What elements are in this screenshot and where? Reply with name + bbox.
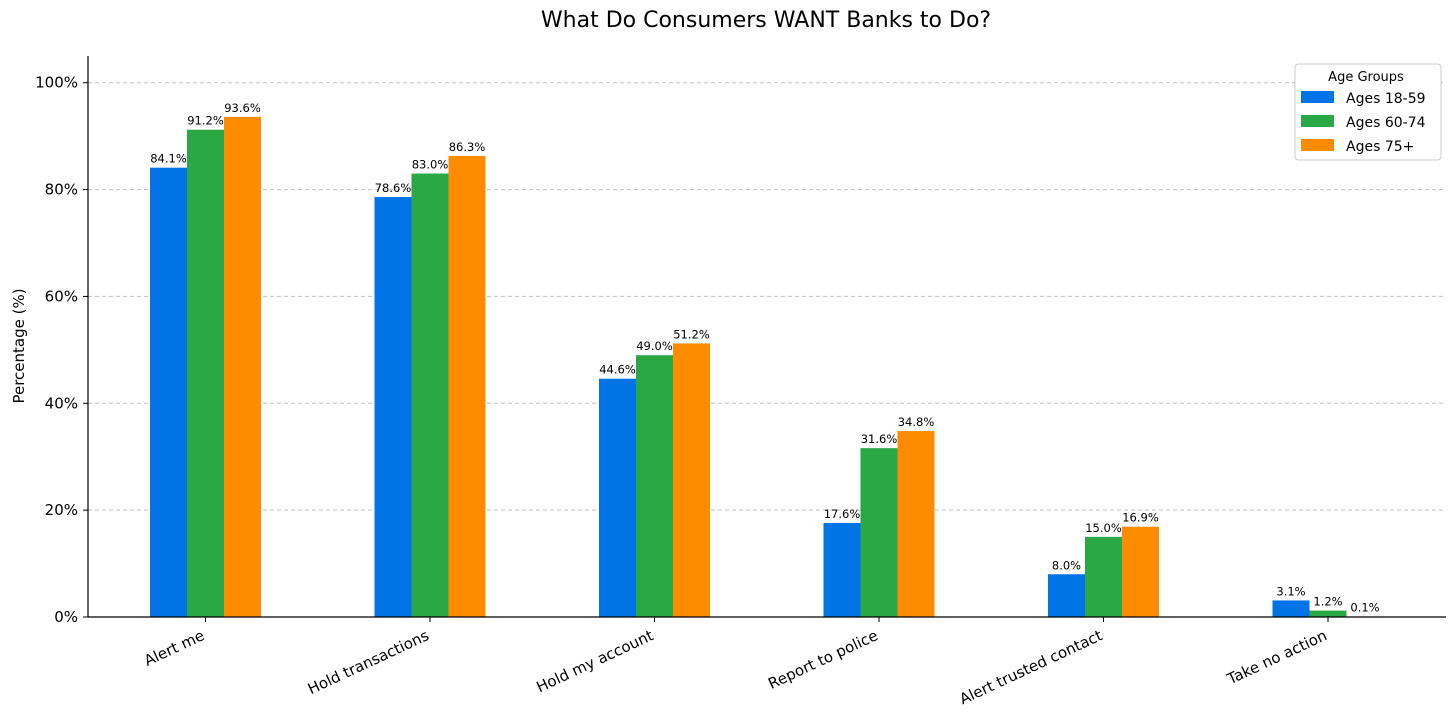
- bar-value-label: 86.3%: [449, 140, 486, 154]
- bar-3-2: [448, 155, 486, 617]
- legend-frame: [1294, 63, 1442, 161]
- bar-value-label: 8.0%: [1052, 558, 1081, 572]
- bar-2-3: [636, 355, 673, 617]
- bar-2-1: [187, 129, 224, 617]
- bar-value-label: 78.6%: [375, 181, 412, 195]
- legend-swatch: [1301, 91, 1334, 103]
- legend-label: Ages 60-74: [1346, 115, 1426, 131]
- bar-1-5: [1048, 574, 1085, 617]
- bar-3-4: [897, 431, 935, 617]
- y-tick-label: 0%: [54, 608, 78, 626]
- bar-value-label: 34.8%: [898, 415, 935, 429]
- y-tick-label: 60%: [45, 287, 78, 305]
- bar-2-5: [1085, 536, 1122, 617]
- bar-value-label: 1.2%: [1313, 595, 1342, 609]
- x-tick-label: Hold transactions: [305, 626, 432, 698]
- bar-value-label: 16.9%: [1122, 511, 1159, 525]
- bar-value-label: 91.2%: [187, 114, 224, 128]
- legend: Age Groups Ages 18-59 Ages 60-74 Ages 75+: [1294, 63, 1442, 161]
- y-tick-label: 40%: [45, 394, 78, 412]
- bars: [150, 116, 1384, 618]
- bar-2-2: [411, 173, 449, 618]
- bar-value-label: 84.1%: [150, 152, 187, 166]
- legend-swatch: [1301, 139, 1334, 151]
- bar-3-1: [224, 116, 261, 617]
- x-tick-label: Hold my account: [534, 626, 657, 696]
- bar-3-5: [1122, 526, 1159, 617]
- y-tick-labels: 0% 20% 40% 60% 80% 100%: [35, 74, 88, 626]
- bar-value-label: 0.1%: [1350, 600, 1379, 614]
- bar-1-6: [1272, 600, 1310, 617]
- y-tick-label: 80%: [45, 181, 78, 199]
- bar-value-label: 93.6%: [224, 101, 261, 115]
- bar-value-label: 83.0%: [412, 158, 449, 172]
- bar-value-label: 31.6%: [861, 432, 898, 446]
- bar-3-3: [673, 343, 710, 617]
- legend-title: Age Groups: [1328, 70, 1404, 85]
- bar-value-label: 51.2%: [673, 327, 710, 341]
- x-tick-label: Alert me: [141, 626, 207, 669]
- bar-1-2: [374, 197, 412, 617]
- bar-1-3: [599, 378, 636, 617]
- y-axis-label: Percentage (%): [10, 288, 28, 403]
- bar-value-label: 17.6%: [824, 507, 861, 521]
- x-tick-label: Alert trusted contact: [957, 626, 1106, 708]
- x-tick-labels: Alert me Hold transactions Hold my account…: [141, 617, 1330, 708]
- x-tick-label: Take no action: [1224, 626, 1330, 688]
- legend-label: Ages 75+: [1346, 139, 1414, 155]
- gridlines: [88, 82, 1446, 511]
- bar-2-4: [860, 448, 898, 617]
- x-tick-label: Report to police: [765, 626, 880, 693]
- bar-labels: 84.1% 91.2%93.6% 78.6%83.0%86.3% 44.6%49.0%…: [150, 101, 1379, 615]
- legend-label: Ages 18-59: [1346, 91, 1426, 107]
- axes: [87, 56, 1446, 618]
- bar-value-label: 44.6%: [599, 363, 636, 377]
- bar-1-1: [150, 167, 187, 617]
- bar-value-label: 49.0%: [636, 339, 673, 353]
- bar-value-label: 3.1%: [1276, 584, 1305, 598]
- legend-swatch: [1301, 115, 1334, 127]
- y-tick-label: 20%: [45, 501, 78, 519]
- bar-1-4: [823, 522, 861, 617]
- chart-title: What Do Consumers WANT Banks to Do?: [541, 8, 991, 33]
- legend-items: Ages 18-59 Ages 60-74 Ages 75+: [1301, 91, 1426, 155]
- bar-value-label: 15.0%: [1085, 521, 1122, 535]
- y-tick-label: 100%: [35, 74, 78, 92]
- bar-2-6: [1309, 610, 1347, 617]
